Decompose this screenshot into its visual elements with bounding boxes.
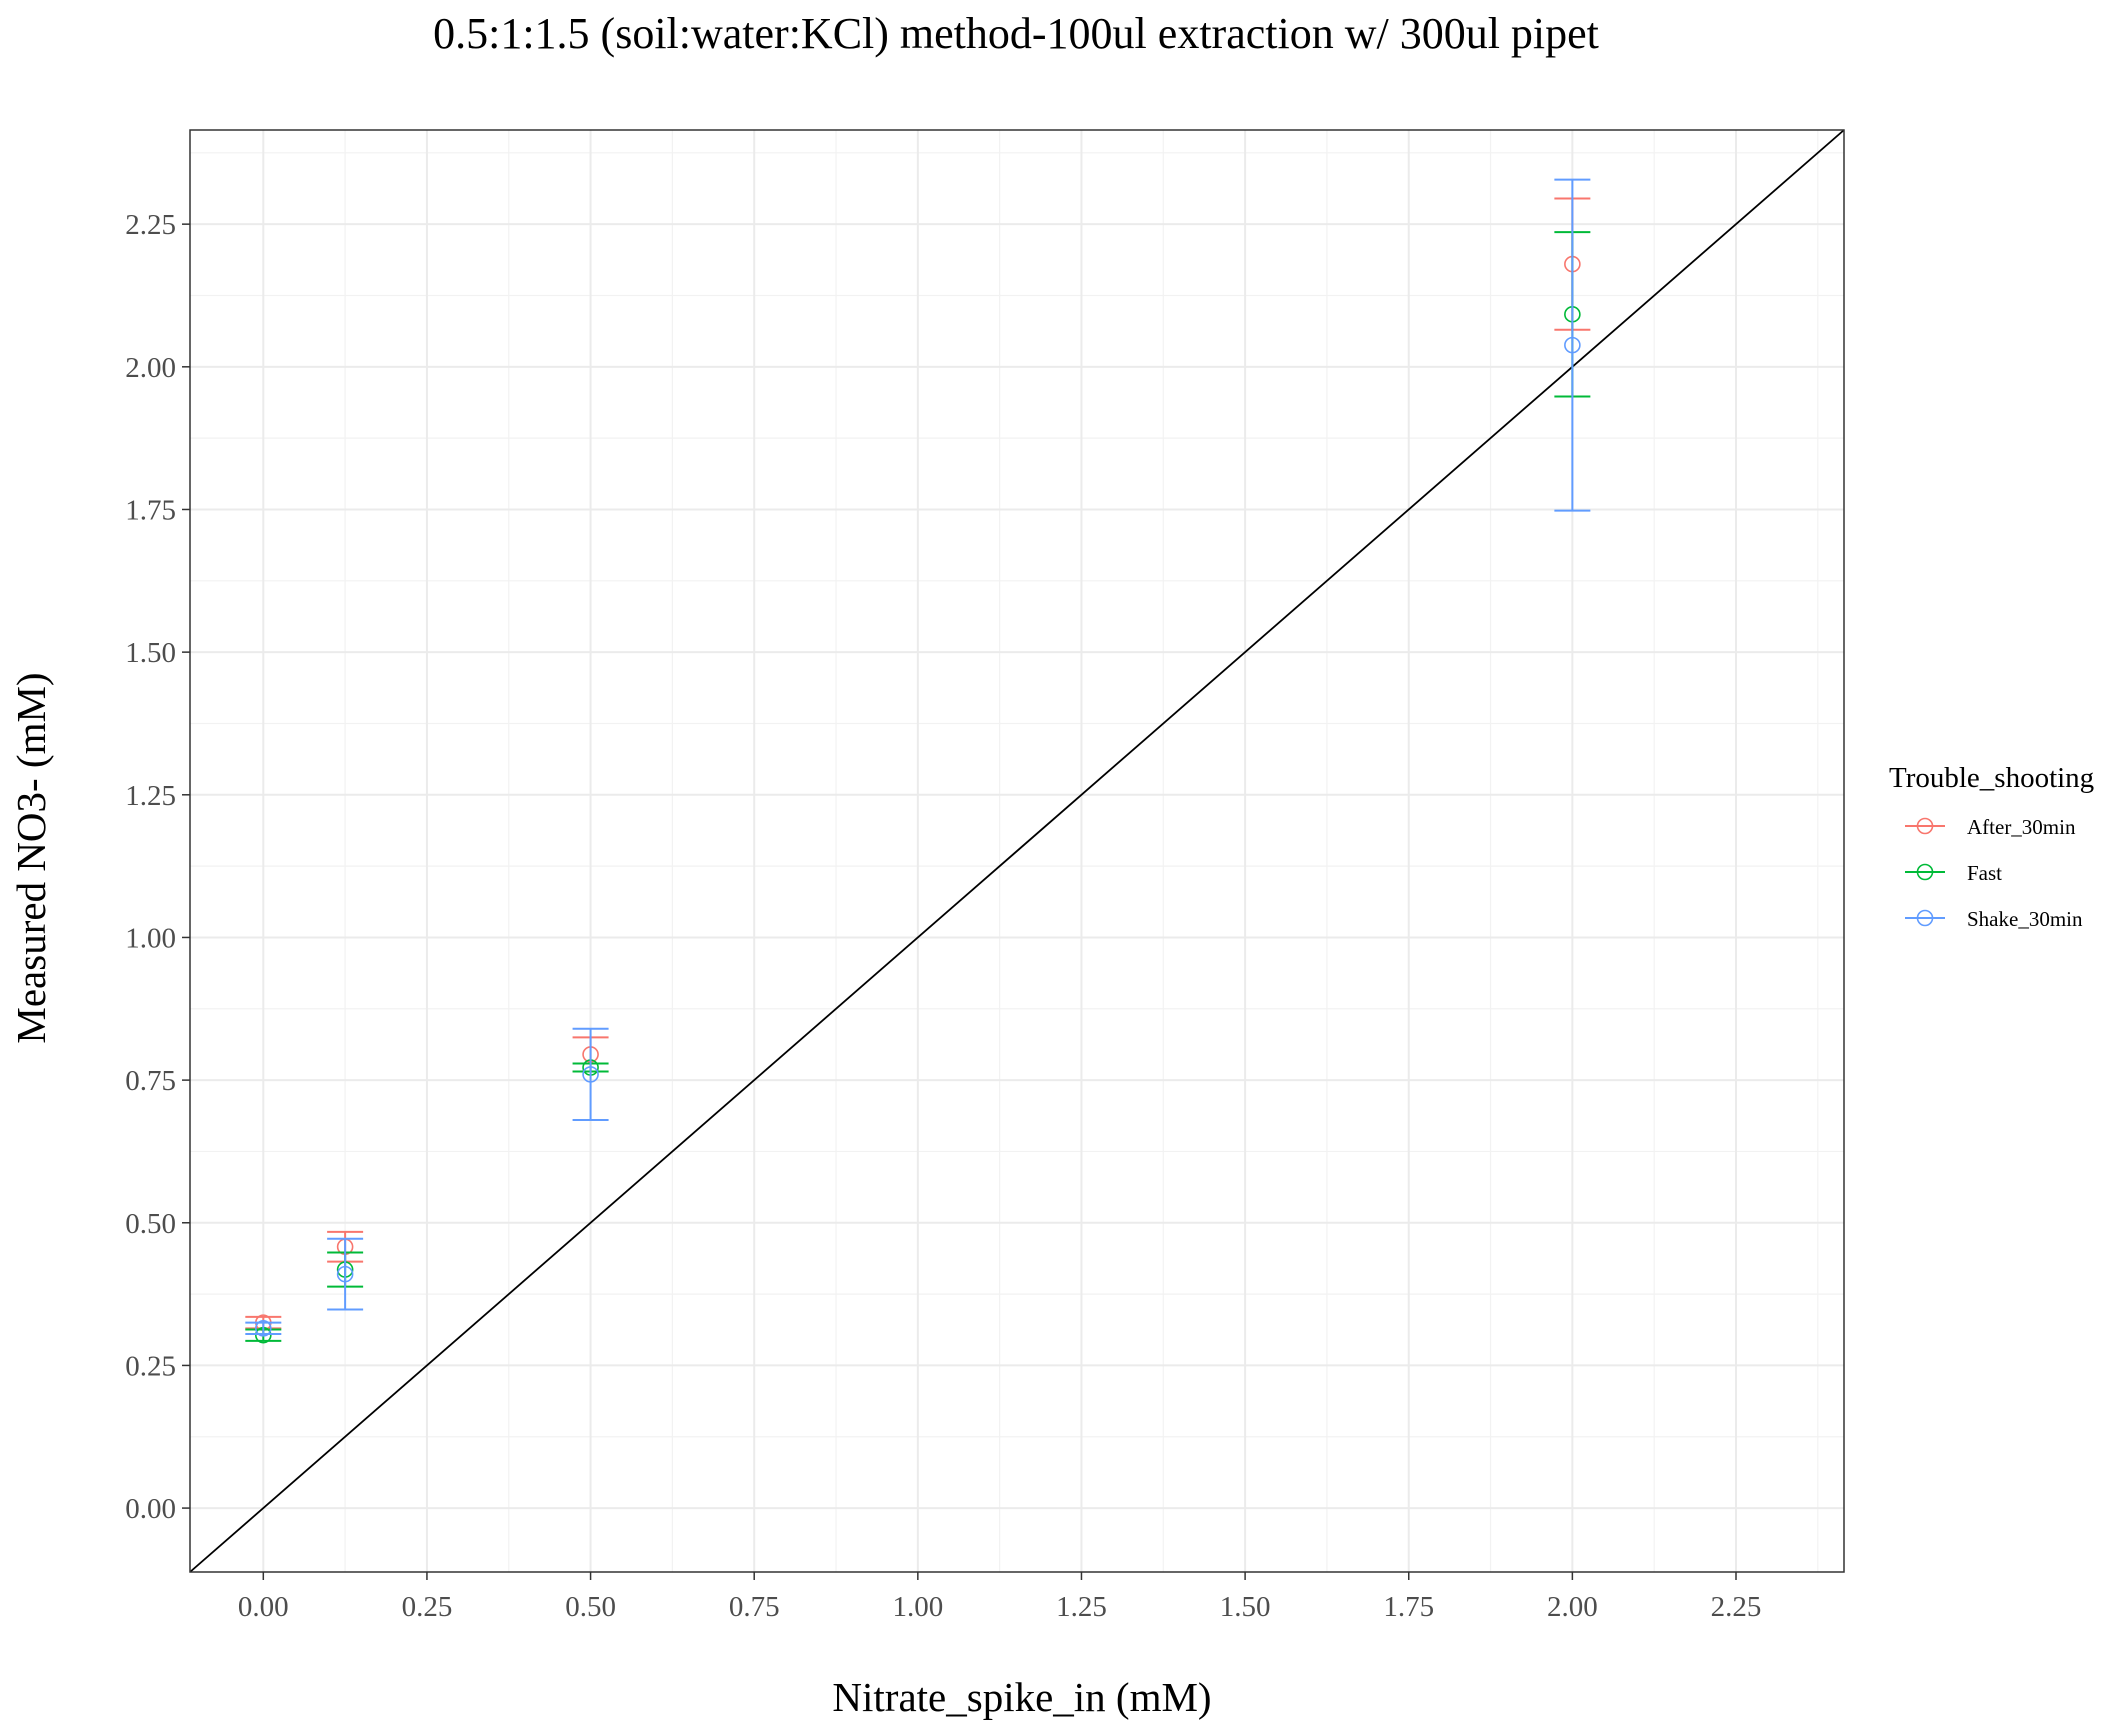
y-tick-label: 0.00 (125, 1493, 176, 1525)
legend-item: After_30min (1905, 815, 2076, 839)
reference-line-y-equals-x (189, 129, 1845, 1573)
legend-item: Fast (1905, 861, 2002, 885)
x-axis-title: Nitrate_spike_in (mM) (832, 1674, 1211, 1720)
y-tick-label: 2.25 (125, 209, 176, 241)
x-tick-label: 2.25 (1711, 1591, 1762, 1623)
legend-item: Shake_30min (1905, 907, 2083, 931)
y-tick-label: 2.00 (125, 352, 176, 384)
chart-title: 0.5:1:1.5 (soil:water:KCl) method-100ul … (433, 9, 1599, 58)
x-tick-label: 1.50 (1220, 1591, 1271, 1623)
data-point (1564, 336, 1581, 354)
y-tick-label: 1.50 (125, 637, 176, 669)
legend-label: Shake_30min (1967, 907, 2083, 931)
legend-title: Trouble_shooting (1889, 762, 2094, 794)
x-tick-label: 1.75 (1383, 1591, 1434, 1623)
legend: Trouble_shooting After_30min Fast Shake_30… (1889, 762, 2094, 931)
data-point-group (327, 1237, 364, 1311)
grid-layer (190, 130, 1844, 1572)
legend-key-symbol (1916, 817, 1934, 835)
x-tick-label: 2.00 (1547, 1591, 1598, 1623)
data-point (582, 1066, 599, 1083)
legend-label: Fast (1967, 861, 2002, 885)
x-tick-label: 0.00 (238, 1591, 289, 1623)
data-point-group (245, 1320, 282, 1337)
data-layer (189, 129, 1845, 1573)
x-tick-label: 1.00 (892, 1591, 943, 1623)
legend-key-symbol (1916, 863, 1934, 881)
data-point-group (572, 1027, 609, 1122)
x-tick-label: 1.25 (1056, 1591, 1107, 1623)
y-tick-label: 1.00 (125, 922, 176, 954)
y-tick-label: 1.25 (125, 780, 176, 812)
legend-label: After_30min (1967, 815, 2076, 839)
y-tick-label: 0.25 (125, 1350, 176, 1382)
data-point (255, 1320, 272, 1337)
data-point (336, 1265, 354, 1283)
y-axis-title: Measured NO3- (mM) (8, 672, 54, 1043)
x-tick-label: 0.75 (729, 1591, 780, 1623)
y-tick-label: 0.50 (125, 1208, 176, 1240)
plot-panel-border (189, 129, 1845, 1573)
x-tick-label: 0.25 (402, 1591, 453, 1623)
legend-key-symbol (1916, 909, 1934, 927)
y-tick-label: 1.75 (125, 494, 176, 526)
x-tick-label: 0.50 (565, 1591, 616, 1623)
axis-layer: 0.00 0.25 0.50 0.75 1.00 1.25 1.50 1.75 2.00 2.25… (125, 209, 1761, 1623)
data-point-group (1554, 178, 1591, 512)
y-tick-label: 0.75 (125, 1065, 176, 1097)
